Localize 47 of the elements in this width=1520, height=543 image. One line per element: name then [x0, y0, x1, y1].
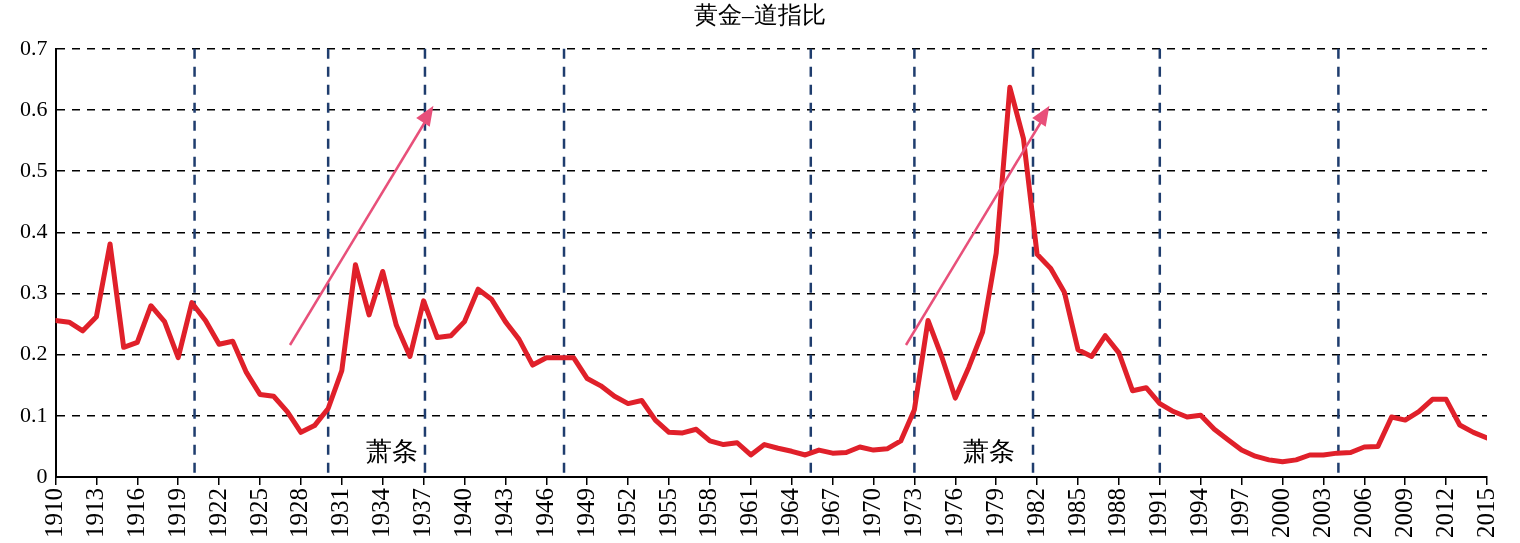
x-tick-label: 1922	[203, 488, 231, 538]
x-tick-label: 1970	[858, 488, 886, 538]
x-tick-label: 2015	[1471, 488, 1499, 538]
x-tick-label: 1973	[898, 488, 926, 538]
x-tick-label: 1979	[980, 488, 1008, 538]
x-tick-label: 1982	[1021, 488, 1049, 538]
x-tick-label: 1910	[40, 488, 68, 538]
x-tick-label: 1949	[571, 488, 599, 538]
x-tick-label: 1937	[408, 488, 436, 538]
x-tick-label: 1916	[121, 488, 149, 538]
x-tick-label: 1952	[612, 488, 640, 538]
chart-title: 黄金–道指比	[694, 1, 826, 28]
y-tick-label: 0.4	[20, 218, 48, 244]
x-tick-label: 1964	[776, 487, 804, 538]
x-tick-label: 1946	[530, 488, 558, 538]
x-tick-label: 1997	[1226, 488, 1254, 538]
x-tick-label: 1913	[80, 488, 108, 538]
x-tick-label: 1934	[367, 487, 395, 538]
x-tick-label: 1958	[694, 488, 722, 538]
y-tick-label: 0.3	[20, 279, 48, 305]
x-tick-label: 2009	[1389, 488, 1417, 538]
annotation: 萧条	[365, 436, 418, 466]
x-tick-label: 2006	[1348, 488, 1376, 538]
x-tick-label: 1985	[1062, 488, 1090, 538]
x-tick-label: 2012	[1430, 488, 1458, 538]
y-tick-label: 0.2	[20, 340, 48, 366]
x-tick-label: 1925	[244, 488, 272, 538]
x-tick-label: 1943	[489, 488, 517, 538]
x-tick-label: 2003	[1307, 488, 1335, 538]
annotation: 萧条	[962, 436, 1015, 466]
x-tick-label: 1988	[1103, 488, 1131, 538]
y-tick-label: 0.5	[20, 156, 48, 182]
y-tick-label: 0.1	[20, 401, 48, 427]
x-tick-label: 1928	[285, 488, 313, 538]
x-tick-label: 2000	[1267, 488, 1295, 538]
y-tick-label: 0.6	[20, 95, 48, 121]
y-tick-label: 0	[36, 462, 48, 488]
x-tick-label: 1940	[449, 488, 477, 538]
x-tick-label: 1931	[326, 488, 354, 538]
y-tick-label: 0.7	[20, 34, 48, 60]
x-tick-label: 1967	[817, 488, 845, 538]
x-tick-label: 1976	[939, 488, 967, 538]
x-tick-label: 1961	[735, 488, 763, 538]
x-tick-label: 1994	[1185, 487, 1213, 538]
x-tick-label: 1991	[1144, 488, 1172, 538]
x-tick-label: 1919	[162, 488, 190, 538]
x-tick-label: 1955	[653, 488, 681, 538]
